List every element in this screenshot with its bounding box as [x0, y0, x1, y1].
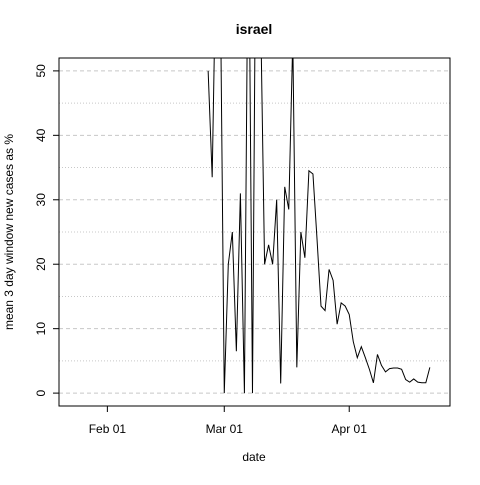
x-tick-label: Mar 01 — [206, 422, 244, 436]
x-tick-label: Apr 01 — [332, 422, 368, 436]
y-tick-label: 30 — [34, 193, 48, 207]
y-axis-label: mean 3 day window new cases as % — [2, 134, 16, 330]
y-tick-label: 20 — [34, 257, 48, 271]
y-tick-label: 0 — [34, 389, 48, 396]
y-tick-label: 10 — [34, 322, 48, 336]
x-tick-label: Feb 01 — [89, 422, 127, 436]
chart-title: israel — [236, 21, 273, 37]
y-tick-label: 50 — [34, 64, 48, 78]
y-tick-label: 40 — [34, 128, 48, 142]
data-line — [207, 58, 431, 394]
plot-frame — [58, 57, 451, 407]
x-axis-label: date — [242, 450, 266, 464]
plot-area — [207, 58, 431, 394]
